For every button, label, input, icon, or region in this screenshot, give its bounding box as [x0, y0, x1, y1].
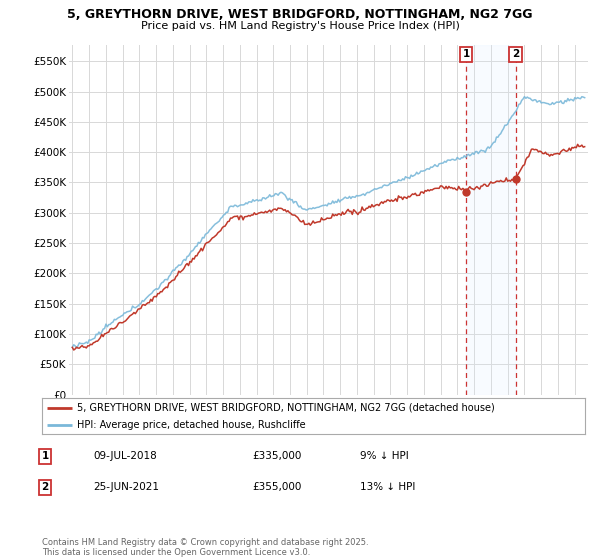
Text: 2: 2 — [41, 482, 49, 492]
Text: Price paid vs. HM Land Registry's House Price Index (HPI): Price paid vs. HM Land Registry's House … — [140, 21, 460, 31]
Text: 1: 1 — [41, 451, 49, 461]
Text: Contains HM Land Registry data © Crown copyright and database right 2025.
This d: Contains HM Land Registry data © Crown c… — [42, 538, 368, 557]
Text: £355,000: £355,000 — [252, 482, 301, 492]
Bar — [466, 45, 515, 395]
Text: 1: 1 — [463, 49, 470, 59]
Text: 9% ↓ HPI: 9% ↓ HPI — [360, 451, 409, 461]
Text: HPI: Average price, detached house, Rushcliffe: HPI: Average price, detached house, Rush… — [77, 420, 306, 430]
Text: 09-JUL-2018: 09-JUL-2018 — [93, 451, 157, 461]
Text: 2: 2 — [512, 49, 519, 59]
Text: 25-JUN-2021: 25-JUN-2021 — [93, 482, 159, 492]
Text: 5, GREYTHORN DRIVE, WEST BRIDGFORD, NOTTINGHAM, NG2 7GG (detached house): 5, GREYTHORN DRIVE, WEST BRIDGFORD, NOTT… — [77, 403, 495, 413]
Text: 13% ↓ HPI: 13% ↓ HPI — [360, 482, 415, 492]
Text: £335,000: £335,000 — [252, 451, 301, 461]
Text: 5, GREYTHORN DRIVE, WEST BRIDGFORD, NOTTINGHAM, NG2 7GG: 5, GREYTHORN DRIVE, WEST BRIDGFORD, NOTT… — [67, 8, 533, 21]
